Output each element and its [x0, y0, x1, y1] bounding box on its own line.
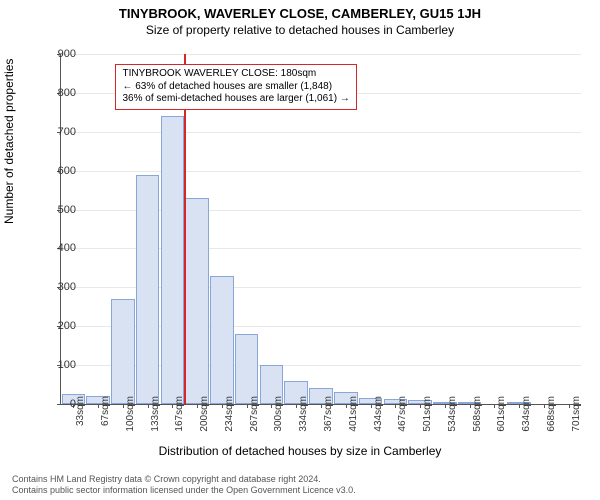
xtick-label: 33sqm [75, 396, 86, 426]
xtick-mark [222, 404, 223, 408]
xtick-label: 668sqm [546, 396, 557, 432]
plot-area: TINYBROOK WAVERLEY CLOSE: 180sqm← 63% of… [60, 54, 581, 405]
page-title: TINYBROOK, WAVERLEY CLOSE, CAMBERLEY, GU… [0, 0, 600, 21]
xtick-label: 167sqm [174, 396, 185, 432]
ytick-label: 100 [46, 359, 76, 371]
ytick-label: 600 [46, 165, 76, 177]
ytick-label: 500 [46, 204, 76, 216]
xtick-label: 234sqm [224, 396, 235, 432]
attribution-footer: Contains HM Land Registry data © Crown c… [12, 474, 356, 496]
xtick-label: 534sqm [447, 396, 458, 432]
xtick-mark [247, 404, 248, 408]
xtick-label: 568sqm [472, 396, 483, 432]
y-axis-label: Number of detached properties [2, 59, 16, 224]
xtick-label: 467sqm [397, 396, 408, 432]
xtick-mark [420, 404, 421, 408]
xtick-label: 434sqm [373, 396, 384, 432]
histogram-bar [235, 334, 259, 404]
xtick-label: 334sqm [298, 396, 309, 432]
xtick-mark [98, 404, 99, 408]
footer-line-2: Contains public sector information licen… [12, 485, 356, 496]
ytick-label: 700 [46, 126, 76, 138]
xtick-mark [544, 404, 545, 408]
page-subtitle: Size of property relative to detached ho… [0, 21, 600, 41]
ytick-label: 800 [46, 87, 76, 99]
xtick-label: 701sqm [571, 396, 582, 432]
xtick-label: 200sqm [199, 396, 210, 432]
histogram-bar [111, 299, 135, 404]
xtick-mark [148, 404, 149, 408]
xtick-mark [569, 404, 570, 408]
xtick-label: 634sqm [521, 396, 532, 432]
gridline [61, 171, 581, 172]
histogram-bar [210, 276, 234, 404]
xtick-label: 100sqm [125, 396, 136, 432]
ytick-label: 900 [46, 48, 76, 60]
x-axis-label: Distribution of detached houses by size … [0, 444, 600, 458]
annotation-line: TINYBROOK WAVERLEY CLOSE: 180sqm [122, 68, 349, 81]
xtick-mark [321, 404, 322, 408]
ytick-label: 200 [46, 320, 76, 332]
ytick-label: 400 [46, 242, 76, 254]
chart-container: Number of detached properties TINYBROOK … [0, 44, 600, 454]
xtick-label: 133sqm [150, 396, 161, 432]
xtick-mark [371, 404, 372, 408]
ytick-label: 0 [46, 398, 76, 410]
xtick-label: 401sqm [348, 396, 359, 432]
annotation-line: 36% of semi-detached houses are larger (… [122, 93, 349, 106]
annotation-box: TINYBROOK WAVERLEY CLOSE: 180sqm← 63% of… [115, 64, 356, 110]
xtick-label: 267sqm [249, 396, 260, 432]
gridline [61, 132, 581, 133]
histogram-bar [185, 198, 209, 404]
histogram-bar [136, 175, 160, 404]
histogram-bar [161, 116, 185, 404]
xtick-mark [346, 404, 347, 408]
xtick-label: 67sqm [100, 396, 111, 426]
xtick-mark [519, 404, 520, 408]
annotation-line: ← 63% of detached houses are smaller (1,… [122, 81, 349, 94]
xtick-label: 601sqm [496, 396, 507, 432]
footer-line-1: Contains HM Land Registry data © Crown c… [12, 474, 356, 485]
xtick-mark [445, 404, 446, 408]
gridline [61, 54, 581, 55]
ytick-label: 300 [46, 281, 76, 293]
xtick-label: 367sqm [323, 396, 334, 432]
xtick-label: 300sqm [273, 396, 284, 432]
xtick-mark [123, 404, 124, 408]
xtick-mark [470, 404, 471, 408]
xtick-label: 501sqm [422, 396, 433, 432]
